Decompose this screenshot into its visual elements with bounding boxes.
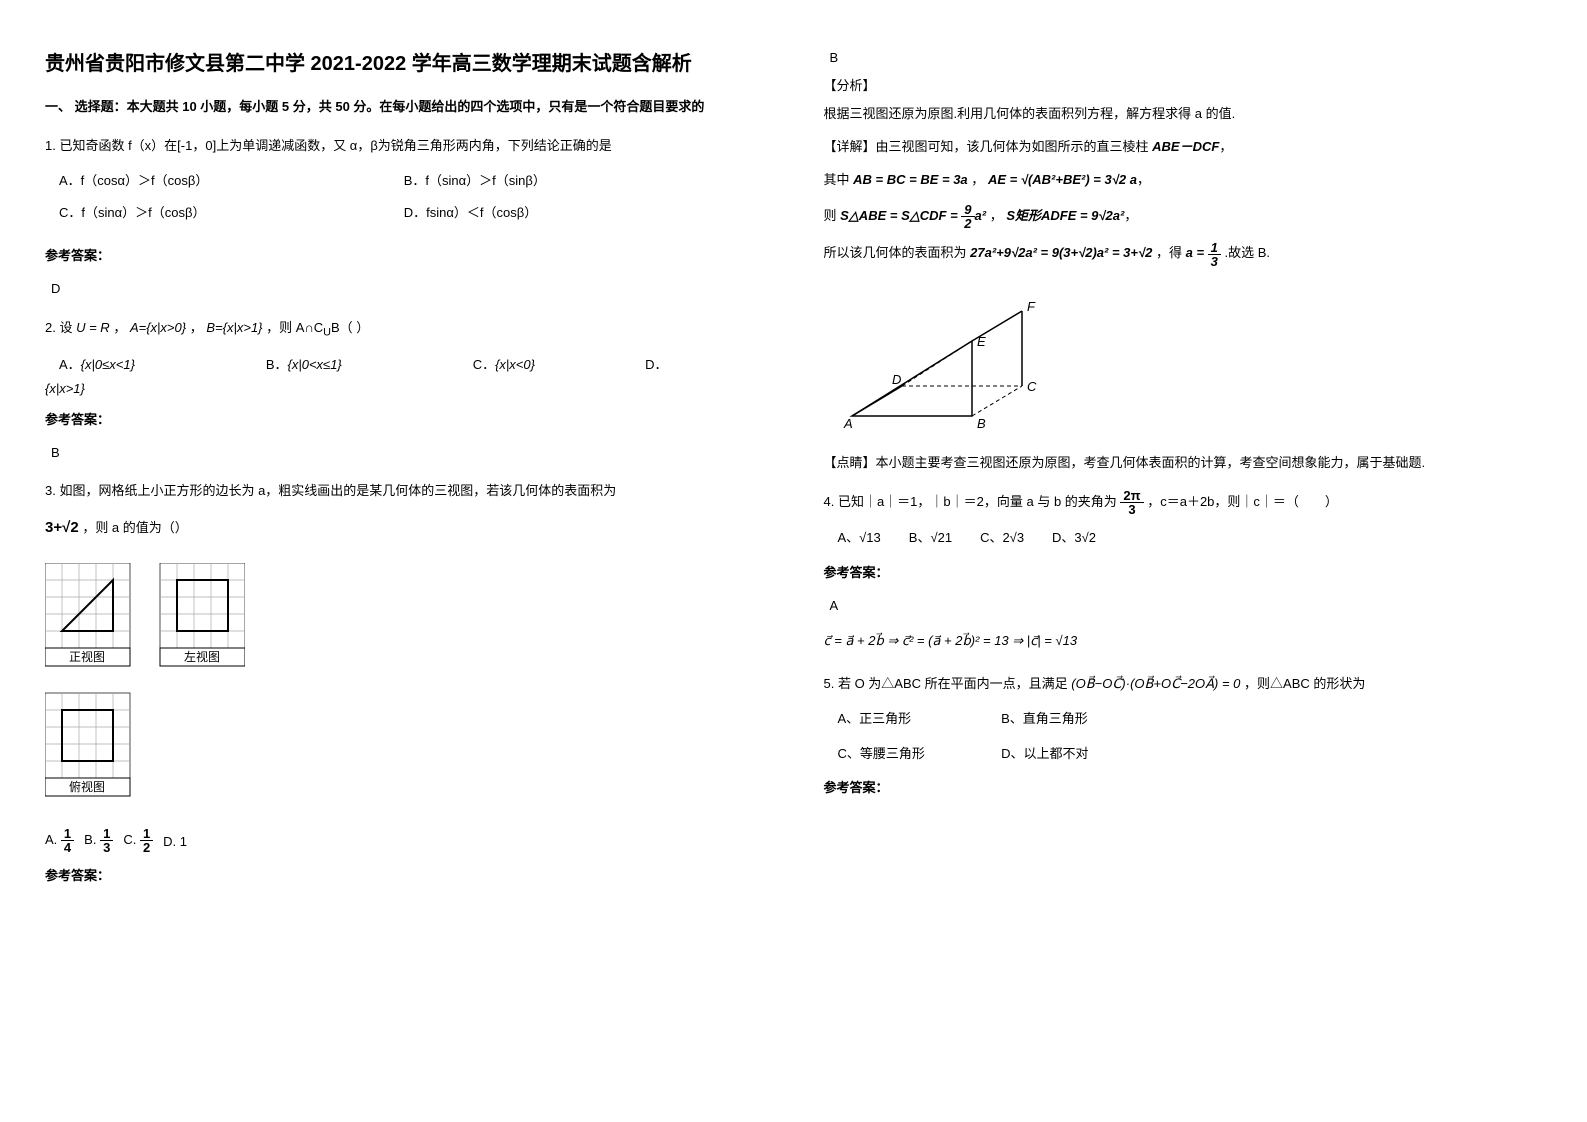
q1-text: 1. 已知奇函数 f（x）在[-1，0]上为单调递减函数，又 α，β为锐角三角形… [45, 134, 749, 159]
q3-text2: ，则 a 的值为（） [82, 520, 187, 535]
svg-text:D: D [892, 372, 901, 387]
q2-options: A．{x|0≤x<1} B．{x|0<x≤1} C．{x|x<0} D． [59, 353, 749, 378]
answer-label: 参考答案： [824, 561, 1543, 586]
q3-eq1: 其中 AB = BC = BE = 3a ， AE = √(AB²+BE²) =… [824, 167, 1543, 193]
svg-text:B: B [977, 416, 986, 431]
q4-options: A、√13 B、√21 C、2√3 D、3√2 [838, 526, 1543, 551]
top-view-label: 俯视图 [69, 779, 105, 794]
q3-c: C. 12 [123, 827, 153, 854]
q2-answer: B [51, 441, 749, 466]
three-views-figure: 正视图 左视图 俯视图 [45, 563, 245, 801]
q2-c2: ， [190, 320, 203, 335]
question-3: 3. 如图，网格纸上小正方形的边长为 a，粗实线画出的是某几何体的三视图，若该几… [45, 479, 749, 889]
q2-a: A={x|x>0} [130, 320, 186, 335]
prism-figure: A B C D E F [832, 286, 1052, 436]
q1-opt-b: B．f（sinα）＞f（sinβ） [404, 169, 749, 194]
page-title: 贵州省贵阳市修文县第二中学 2021-2022 学年高三数学理期末试题含解析 [45, 50, 749, 78]
left-view-label: 左视图 [184, 649, 220, 664]
q2-opt-d: {x|x>1} [45, 377, 749, 402]
q4-work: c⃗ = a⃗ + 2b⃗ ⇒ c⃗² = (a⃗ + 2b⃗)² = 13 ⇒… [824, 628, 1543, 654]
q3-eq2: 则 S△ABE = S△CDF = 92a² ， S矩形ADFE = 9√2a²… [824, 203, 1543, 230]
q3-text: 3. 如图，网格纸上小正方形的边长为 a，粗实线画出的是某几何体的三视图，若该几… [45, 479, 749, 504]
q2-d-pre: D． [645, 357, 667, 372]
q2-c1: ， [113, 320, 126, 335]
q2-a-pre: A． [59, 357, 81, 372]
q3-expr: 3+√2 [45, 519, 79, 536]
q3-b: B. 13 [84, 827, 113, 854]
q5-b: B、直角三角形 [1001, 711, 1088, 726]
front-view-label: 正视图 [69, 649, 105, 664]
left-column: 贵州省贵阳市修文县第二中学 2021-2022 学年高三数学理期末试题含解析 一… [0, 0, 794, 1122]
q2-opt-b: {x|0<x≤1} [288, 357, 342, 372]
q5-c: C、等腰三角形 [838, 742, 998, 767]
q2-u: U = R [76, 320, 110, 335]
q3-a: A. 14 [45, 827, 74, 854]
q5-d: D、以上都不对 [1001, 746, 1088, 761]
q3-d: D. 1 [163, 830, 187, 855]
q4-b: B、√21 [909, 526, 952, 551]
q3-analysis1: 根据三视图还原为原图.利用几何体的表面积列方程，解方程求得 a 的值. [824, 102, 1543, 127]
analysis-label: 【分析】 [824, 75, 1543, 94]
q2-sub: U [323, 326, 331, 338]
q2-tail: B（ ） [331, 320, 369, 335]
q5-options-row2: C、等腰三角形 D、以上都不对 [838, 742, 1543, 767]
question-5: 5. 若 O 为△ABC 所在平面内一点，且满足 (OB⃗−OC⃗)·(OB⃗+… [824, 672, 1543, 801]
right-column: B 【分析】 根据三视图还原为原图.利用几何体的表面积列方程，解方程求得 a 的… [794, 0, 1587, 1122]
q2-text: 2. 设 U = R ， A={x|x>0} ， B={x|x>1} ，则 A∩… [45, 316, 749, 343]
q4-a: A、√13 [838, 526, 881, 551]
svg-text:A: A [843, 416, 853, 431]
svg-text:E: E [977, 334, 986, 349]
q5-options-row1: A、正三角形 B、直角三角形 [838, 707, 1543, 732]
answer-label: 参考答案： [45, 408, 749, 433]
answer-label: 参考答案： [45, 864, 749, 889]
q2-b-pre: B． [266, 357, 288, 372]
q4-answer: A [830, 594, 1543, 619]
q2-opt-c: {x|x<0} [495, 357, 535, 372]
q3-expr-line: 3+√2 ，则 a 的值为（） [45, 514, 749, 543]
q3-options: A. 14 B. 13 C. 12 D. 1 [45, 827, 749, 854]
answer-label: 参考答案： [45, 244, 749, 269]
q3-eq3: 所以该几何体的表面积为 27a²+9√2a² = 9(3+√2)a² = 3+√… [824, 240, 1543, 267]
q3-answer: B [830, 50, 1543, 65]
q4-text: 4. 已知｜a｜＝1，｜b｜＝2，向量 a 与 b 的夹角为 2π3 ，c＝a＋… [824, 489, 1543, 516]
q3-comment: 【点睛】本小题主要考查三视图还原为原图，考查几何体表面积的计算，考查空间想象能力… [824, 451, 1543, 476]
q5-text: 5. 若 O 为△ABC 所在平面内一点，且满足 (OB⃗−OC⃗)·(OB⃗+… [824, 672, 1543, 697]
q4-c: C、2√3 [980, 526, 1024, 551]
question-1: 1. 已知奇函数 f（x）在[-1，0]上为单调递减函数，又 α，β为锐角三角形… [45, 134, 749, 301]
q5-a: A、正三角形 [838, 707, 998, 732]
q4-d: D、3√2 [1052, 526, 1096, 551]
q3-detail: 【详解】由三视图可知，该几何体为如图所示的直三棱柱 ABE－DCF， [824, 135, 1543, 160]
q2-pre: 2. 设 [45, 320, 72, 335]
q1-opt-a: A．f（cosα）＞f（cosβ） [59, 169, 404, 194]
q2-opt-a: {x|0≤x<1} [81, 357, 135, 372]
q1-opt-c: C．f（sinα）＞f（cosβ） [59, 201, 404, 226]
question-2: 2. 设 U = R ， A={x|x>0} ， B={x|x>1} ，则 A∩… [45, 316, 749, 466]
q1-options: A．f（cosα）＞f（cosβ） B．f（sinα）＞f（sinβ） C．f（… [59, 169, 749, 234]
q1-opt-d: D．fsinα）＜f（cosβ） [404, 201, 749, 226]
answer-label: 参考答案： [824, 776, 1543, 801]
q2-c-pre: C． [473, 357, 495, 372]
svg-text:F: F [1027, 299, 1036, 314]
q2-post: ，则 A∩C [266, 320, 323, 335]
section-description: 一、 选择题：本大题共 10 小题，每小题 5 分，共 50 分。在每小题给出的… [45, 96, 749, 118]
svg-text:C: C [1027, 379, 1037, 394]
question-4: 4. 已知｜a｜＝1，｜b｜＝2，向量 a 与 b 的夹角为 2π3 ，c＝a＋… [824, 489, 1543, 654]
q1-answer: D [51, 277, 749, 302]
q2-b: B={x|x>1} [206, 320, 262, 335]
